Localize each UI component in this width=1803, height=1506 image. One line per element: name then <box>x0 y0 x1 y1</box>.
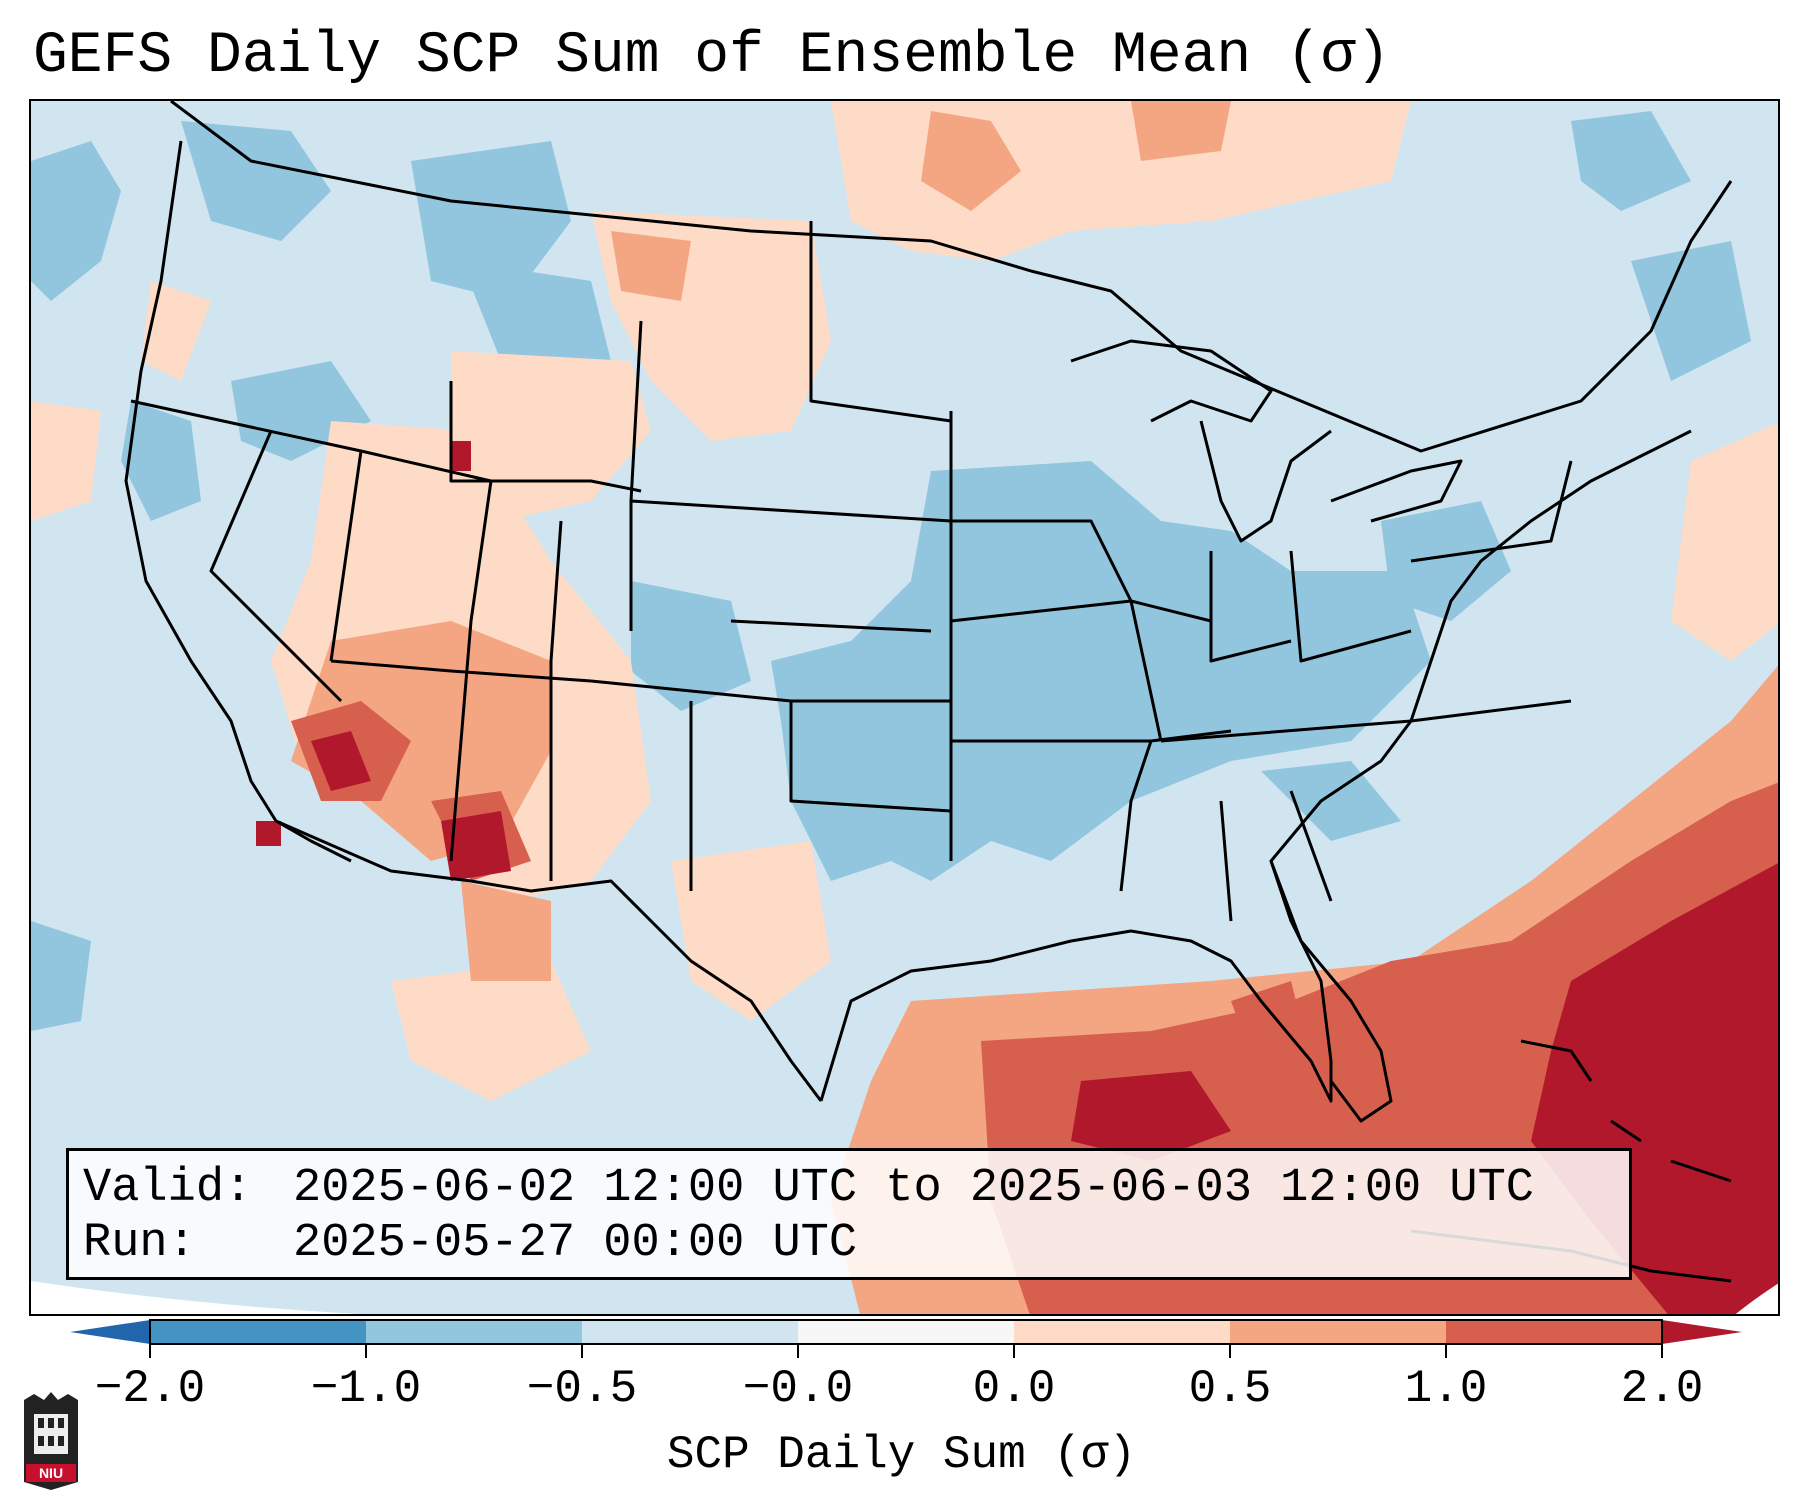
valid-time-box: Valid: 2025-06-02 12:00 UTC to 2025-06-03… <box>66 1148 1632 1280</box>
colorbar-segment <box>1014 1320 1231 1344</box>
colorbar-tick-label: −0.0 <box>742 1363 854 1415</box>
colorbar-tick-label: −0.5 <box>526 1363 638 1415</box>
valid-label: Valid: <box>83 1162 253 1215</box>
colorbar <box>70 1319 1742 1345</box>
run-value: 2025-05-27 00:00 UTC <box>293 1217 858 1270</box>
colorbar-border <box>149 1319 1663 1345</box>
colorbar-tick-label: −1.0 <box>310 1363 422 1415</box>
colorbar-segment <box>582 1320 799 1344</box>
colorbar-tick <box>149 1344 151 1358</box>
colorbar-tick-label: 0.5 <box>1188 1363 1272 1415</box>
colorbar-extend-low <box>70 1320 150 1344</box>
colorbar-tick <box>1013 1344 1015 1358</box>
valid-row: Valid: 2025-06-02 12:00 UTC to 2025-06-03… <box>83 1161 1615 1216</box>
boundaries <box>124 101 1733 1283</box>
logo-banner <box>26 1464 76 1482</box>
logo-text: NIU <box>39 1465 63 1481</box>
run-row: Run: 2025-05-27 00:00 UTC <box>83 1216 1615 1271</box>
colorbar-segment <box>1230 1320 1447 1344</box>
colorbar-tick <box>797 1344 799 1358</box>
colorbar-tick <box>1445 1344 1447 1358</box>
colorbar-tick <box>1661 1344 1663 1358</box>
chart-title: GEFS Daily SCP Sum of Ensemble Mean (σ) <box>33 24 1391 89</box>
niu-logo: NIU <box>24 1392 78 1490</box>
colorbar-tick <box>581 1344 583 1358</box>
negative-field-patches <box>31 111 1751 1031</box>
colorbar-segment <box>1446 1320 1663 1344</box>
colorbar-tick <box>1229 1344 1231 1358</box>
colorbar-label: SCP Daily Sum (σ) <box>666 1429 1137 1481</box>
projection-edge-right <box>1735 1283 1778 1314</box>
colorbar-tick-label: −2.0 <box>94 1363 206 1415</box>
colorbar-tick-label: 0.0 <box>972 1363 1056 1415</box>
colorbar-tick <box>365 1344 367 1358</box>
colorbar-segment <box>150 1320 367 1344</box>
colorbar-tick-label: 2.0 <box>1620 1363 1704 1415</box>
colorbar-segment <box>366 1320 583 1344</box>
colorbar-extend-high <box>1662 1320 1742 1344</box>
map-panel <box>29 99 1780 1316</box>
projection-edge <box>31 1281 359 1314</box>
valid-value: 2025-06-02 12:00 UTC to 2025-06-03 12:00… <box>293 1162 1535 1215</box>
map-canvas <box>31 101 1778 1314</box>
colorbar-tick-label: 1.0 <box>1404 1363 1488 1415</box>
colorbar-segments <box>150 1320 1663 1344</box>
run-label: Run: <box>83 1217 196 1270</box>
colorbar-segment <box>798 1320 1015 1344</box>
